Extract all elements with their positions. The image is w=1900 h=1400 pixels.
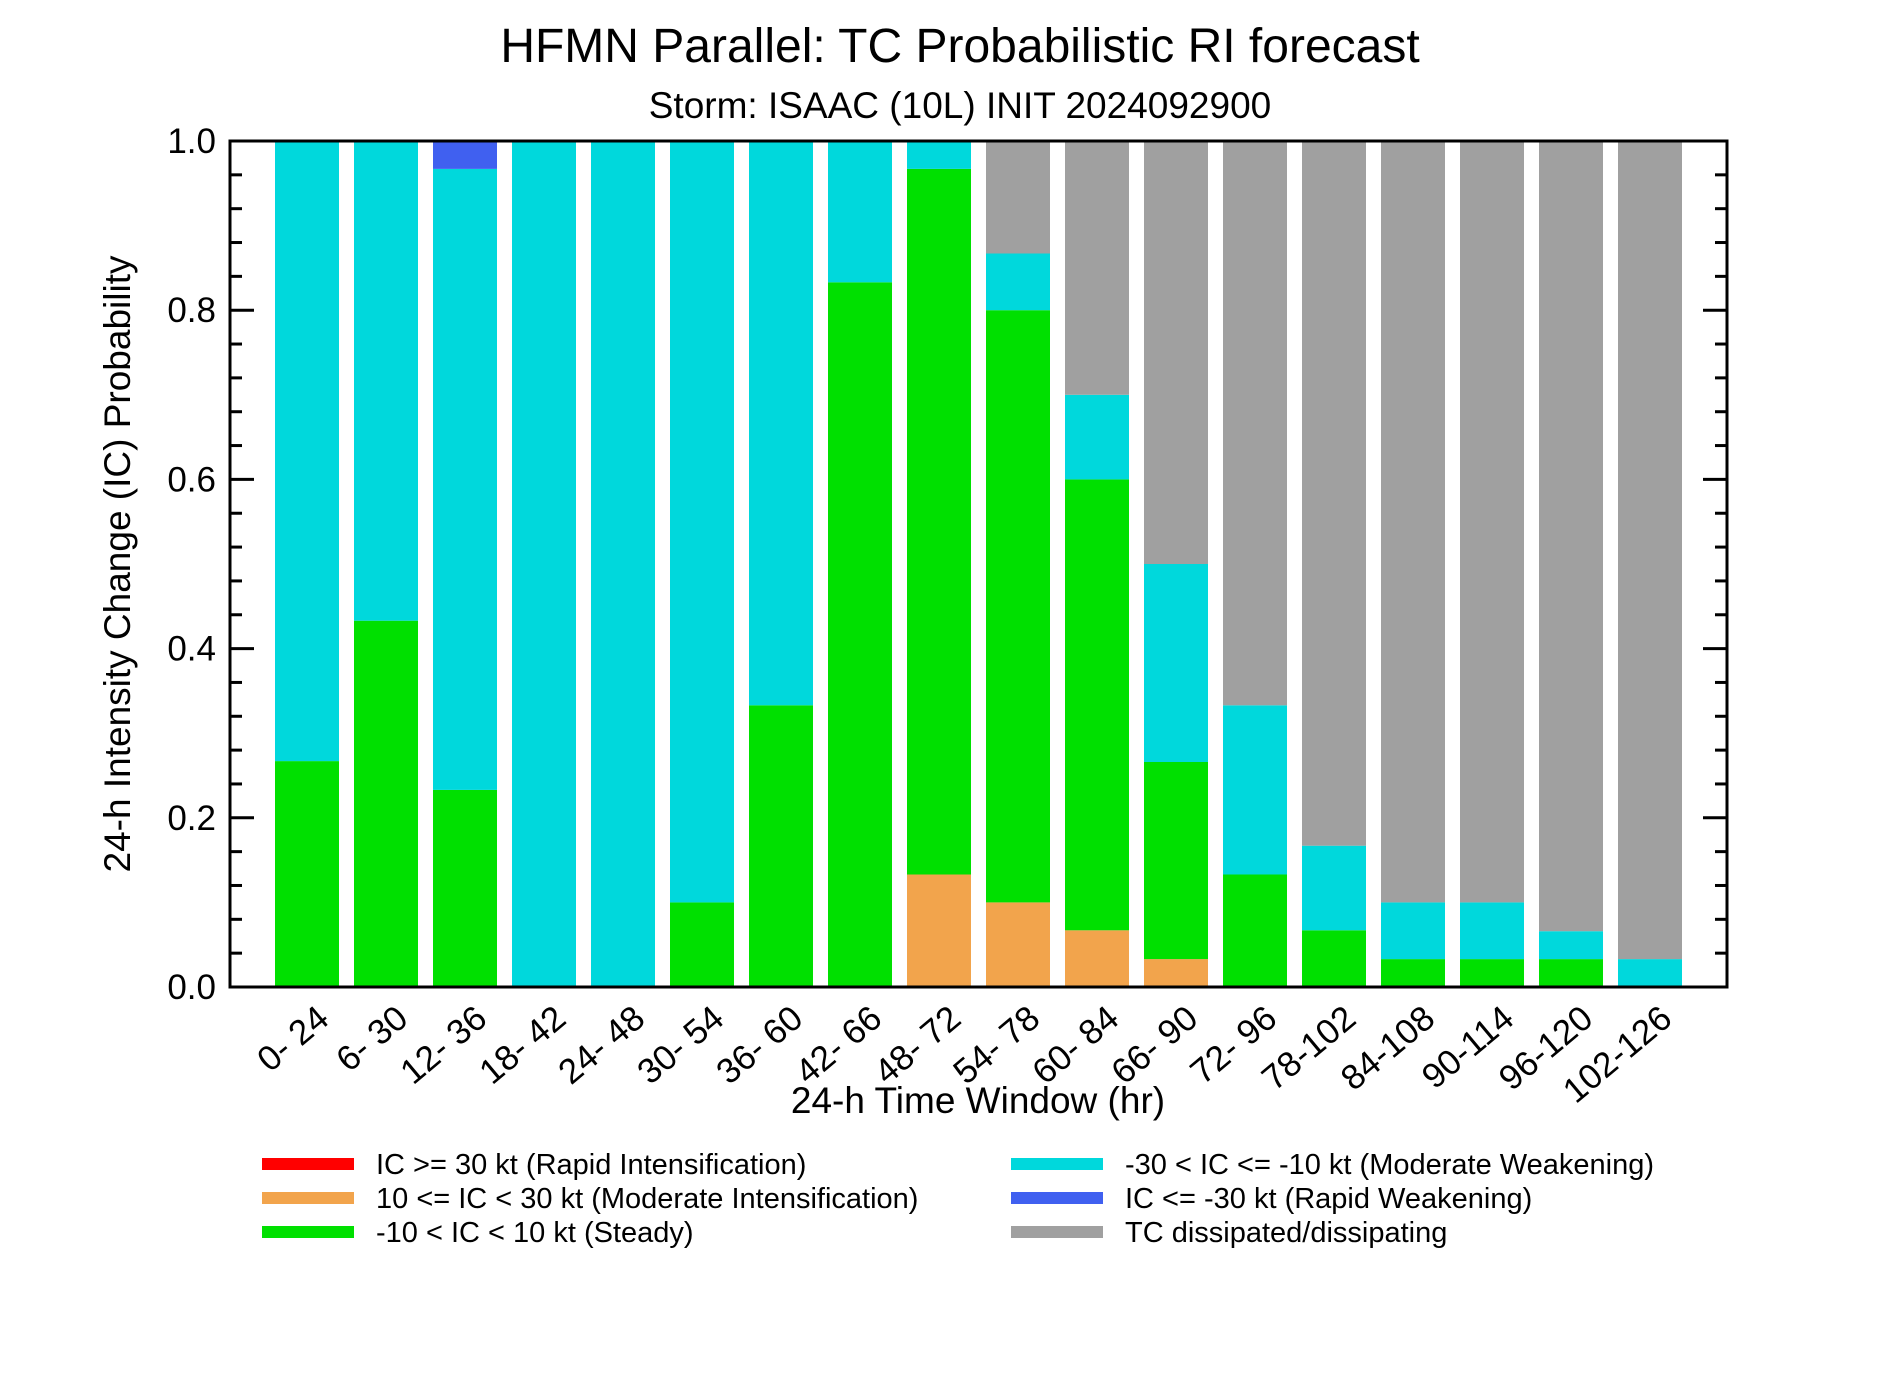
bar-segment bbox=[1144, 141, 1208, 564]
x-tick-label: 60- 84 bbox=[1025, 998, 1126, 1092]
bar-segment bbox=[275, 761, 339, 987]
x-tick-label: 42- 66 bbox=[788, 998, 889, 1092]
x-tick-label: 0- 24 bbox=[250, 998, 336, 1079]
bar-segment bbox=[354, 141, 418, 621]
bar-segment bbox=[1144, 564, 1208, 762]
bar-segment bbox=[986, 902, 1050, 987]
bar-segment bbox=[1302, 930, 1366, 987]
bar-segment bbox=[907, 168, 971, 875]
bar-segment bbox=[433, 168, 497, 790]
bar-segment bbox=[433, 141, 497, 169]
bar-segment bbox=[1144, 959, 1208, 987]
chart-subtitle: Storm: ISAAC (10L) INIT 2024092900 bbox=[649, 85, 1271, 126]
x-tick-label: 48- 72 bbox=[867, 998, 968, 1092]
bars-group bbox=[275, 141, 1682, 987]
bar-segment bbox=[1223, 705, 1287, 875]
bar-segment bbox=[907, 141, 971, 169]
x-tick-label: 12- 36 bbox=[393, 998, 494, 1092]
y-tick-label: 0.2 bbox=[167, 799, 216, 838]
bar-segment bbox=[1539, 931, 1603, 960]
bar-segment bbox=[1381, 902, 1445, 960]
bar-segment bbox=[1302, 141, 1366, 846]
y-tick-label: 1.0 bbox=[167, 122, 216, 161]
bar-segment bbox=[749, 141, 813, 706]
y-tick-label: 0.6 bbox=[167, 460, 216, 499]
bar-segment bbox=[1065, 479, 1129, 931]
bar-segment bbox=[828, 282, 892, 987]
legend-label: IC >= 30 kt (Rapid Intensification) bbox=[376, 1149, 806, 1181]
legend-swatch bbox=[262, 1158, 354, 1170]
legend-label: 10 <= IC < 30 kt (Moderate Intensificati… bbox=[376, 1183, 918, 1215]
y-axis-title: 24-h Intensity Change (IC) Probability bbox=[97, 255, 138, 872]
bar-segment bbox=[591, 141, 655, 987]
legend-label: IC <= -30 kt (Rapid Weakening) bbox=[1125, 1183, 1532, 1215]
bar-segment bbox=[670, 141, 734, 903]
bar-segment bbox=[1381, 959, 1445, 987]
bar-segment bbox=[986, 141, 1050, 254]
bar-segment bbox=[749, 705, 813, 987]
bar-segment bbox=[1065, 394, 1129, 480]
bar-segment bbox=[1065, 930, 1129, 987]
x-axis-title: 24-h Time Window (hr) bbox=[791, 1080, 1165, 1121]
x-tick-label: 18- 42 bbox=[472, 998, 573, 1092]
legend: IC >= 30 kt (Rapid Intensification)10 <=… bbox=[262, 1149, 1654, 1249]
bar-segment bbox=[670, 902, 734, 987]
y-axis: 0.0 0.2 0.4 0.6 0.8 1.0 bbox=[167, 122, 1727, 1007]
legend-swatch bbox=[262, 1192, 354, 1204]
bar-segment bbox=[1618, 959, 1682, 987]
bar-segment bbox=[354, 620, 418, 987]
bar-segment bbox=[1460, 141, 1524, 903]
bar-segment bbox=[1065, 141, 1129, 395]
bar-segment bbox=[512, 141, 576, 987]
bar-segment bbox=[1302, 845, 1366, 931]
y-tick-label: 0.8 bbox=[167, 291, 216, 330]
bar-segment bbox=[907, 874, 971, 987]
bar-segment bbox=[1144, 762, 1208, 960]
x-tick-label: 30- 54 bbox=[630, 998, 731, 1092]
legend-swatch bbox=[262, 1226, 354, 1238]
bar-segment bbox=[986, 310, 1050, 903]
bar-segment bbox=[1460, 959, 1524, 987]
y-tick-label: 0.4 bbox=[167, 630, 216, 669]
bar-segment bbox=[1618, 141, 1682, 960]
bar-segment bbox=[828, 141, 892, 283]
legend-label: -10 < IC < 10 kt (Steady) bbox=[376, 1217, 694, 1249]
bar-segment bbox=[1539, 141, 1603, 932]
bar-segment bbox=[986, 253, 1050, 311]
legend-swatch bbox=[1011, 1192, 1103, 1204]
legend-label: -30 < IC <= -10 kt (Moderate Weakening) bbox=[1125, 1149, 1654, 1181]
x-tick-label: 54- 78 bbox=[946, 998, 1047, 1092]
bar-segment bbox=[433, 789, 497, 987]
x-tick-label: 36- 60 bbox=[709, 998, 810, 1092]
bar-segment bbox=[1381, 141, 1445, 903]
legend-swatch bbox=[1011, 1158, 1103, 1170]
bar-segment bbox=[1460, 902, 1524, 960]
bar-segment bbox=[1223, 141, 1287, 706]
bar-segment bbox=[1223, 874, 1287, 987]
plot-frame bbox=[228, 139, 1729, 989]
y-tick-label: 0.0 bbox=[167, 968, 216, 1007]
legend-swatch bbox=[1011, 1226, 1103, 1238]
legend-label: TC dissipated/dissipating bbox=[1125, 1217, 1447, 1249]
bar-segment bbox=[1539, 959, 1603, 987]
x-tick-label: 24- 48 bbox=[551, 998, 652, 1092]
x-tick-label: 66- 90 bbox=[1104, 998, 1205, 1092]
chart-title: HFMN Parallel: TC Probabilistic RI forec… bbox=[500, 20, 1419, 73]
bar-segment bbox=[275, 141, 339, 762]
